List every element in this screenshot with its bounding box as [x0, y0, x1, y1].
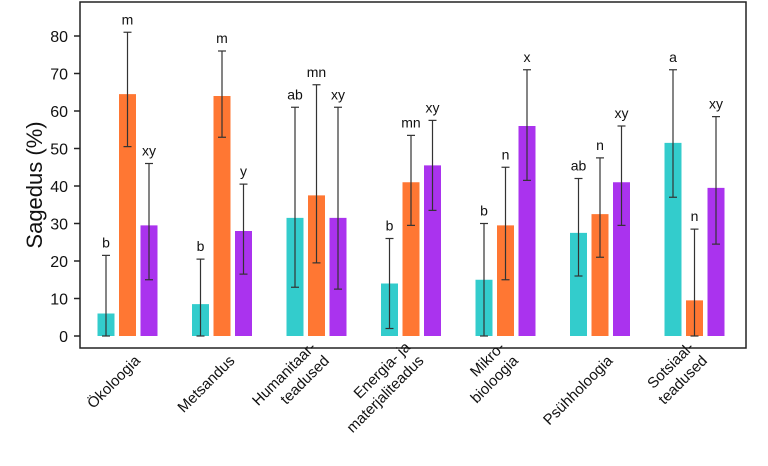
bar: [424, 165, 441, 336]
y-axis-title: Sagedus (%): [22, 121, 47, 248]
error-bars: [102, 31, 720, 337]
bar: [570, 232, 587, 336]
significance-label: mn: [401, 114, 420, 130]
y-tick-label: 60: [50, 104, 68, 121]
bar: [613, 182, 630, 336]
bar: [213, 96, 231, 336]
bar: [140, 225, 158, 336]
category-label: Humanitaar-teadused: [249, 339, 333, 409]
bar: [518, 126, 536, 336]
category-label: Metsandus: [174, 352, 238, 416]
significance-label: ab: [571, 158, 587, 174]
significance-label: xy: [615, 105, 629, 121]
bar: [497, 225, 514, 336]
y-tick-label: 30: [50, 217, 68, 234]
significance-label: ab: [287, 86, 303, 102]
category-label: Sotsiaal-teadused: [644, 339, 711, 408]
significance-label: xy: [331, 86, 345, 102]
significance-label: b: [480, 203, 488, 219]
bar: [591, 214, 609, 336]
category-label-line: Metsandus: [174, 352, 238, 416]
bars: [97, 94, 725, 336]
significance-label: a: [669, 49, 677, 65]
significance-label: y: [240, 163, 247, 179]
bar: [308, 195, 325, 336]
y-axis-ticks: 0 10 20 30 40 50 60 70 80: [50, 29, 80, 346]
y-tick-label: 0: [59, 329, 68, 346]
significance-label: xy: [426, 99, 440, 115]
category-label: Psühholoogia: [540, 352, 617, 429]
significance-label: b: [386, 218, 394, 234]
significance-label: n: [502, 146, 510, 162]
significance-label: xy: [142, 143, 156, 159]
bar: [402, 182, 420, 336]
significance-label: b: [197, 238, 205, 254]
category-labels: Ökoloogia Metsandus Humanitaar-teadused Ene…: [83, 338, 710, 436]
category-label: Ökoloogia: [83, 351, 144, 412]
bar: [707, 187, 725, 336]
y-tick-label: 10: [50, 292, 68, 309]
bar: [119, 94, 136, 336]
y-tick-label: 80: [50, 29, 68, 46]
y-tick-label: 50: [50, 142, 68, 159]
category-label-line: Psühholoogia: [540, 352, 617, 429]
bar: [235, 231, 252, 336]
plot-frame: [79, 1, 747, 349]
y-tick-label: 70: [50, 67, 68, 84]
significance-label: m: [122, 11, 134, 27]
significance-label: xy: [709, 96, 723, 112]
y-tick-label: 40: [50, 179, 68, 196]
significance-label: n: [691, 208, 699, 224]
significance-label: m: [216, 30, 228, 46]
significance-label: x: [524, 49, 531, 65]
significance-label: mn: [307, 64, 326, 80]
significance-label: b: [102, 234, 110, 250]
y-tick-label: 20: [50, 254, 68, 271]
bar: [664, 142, 682, 336]
significance-label: n: [596, 137, 604, 153]
category-label-line: Ökoloogia: [83, 351, 144, 412]
